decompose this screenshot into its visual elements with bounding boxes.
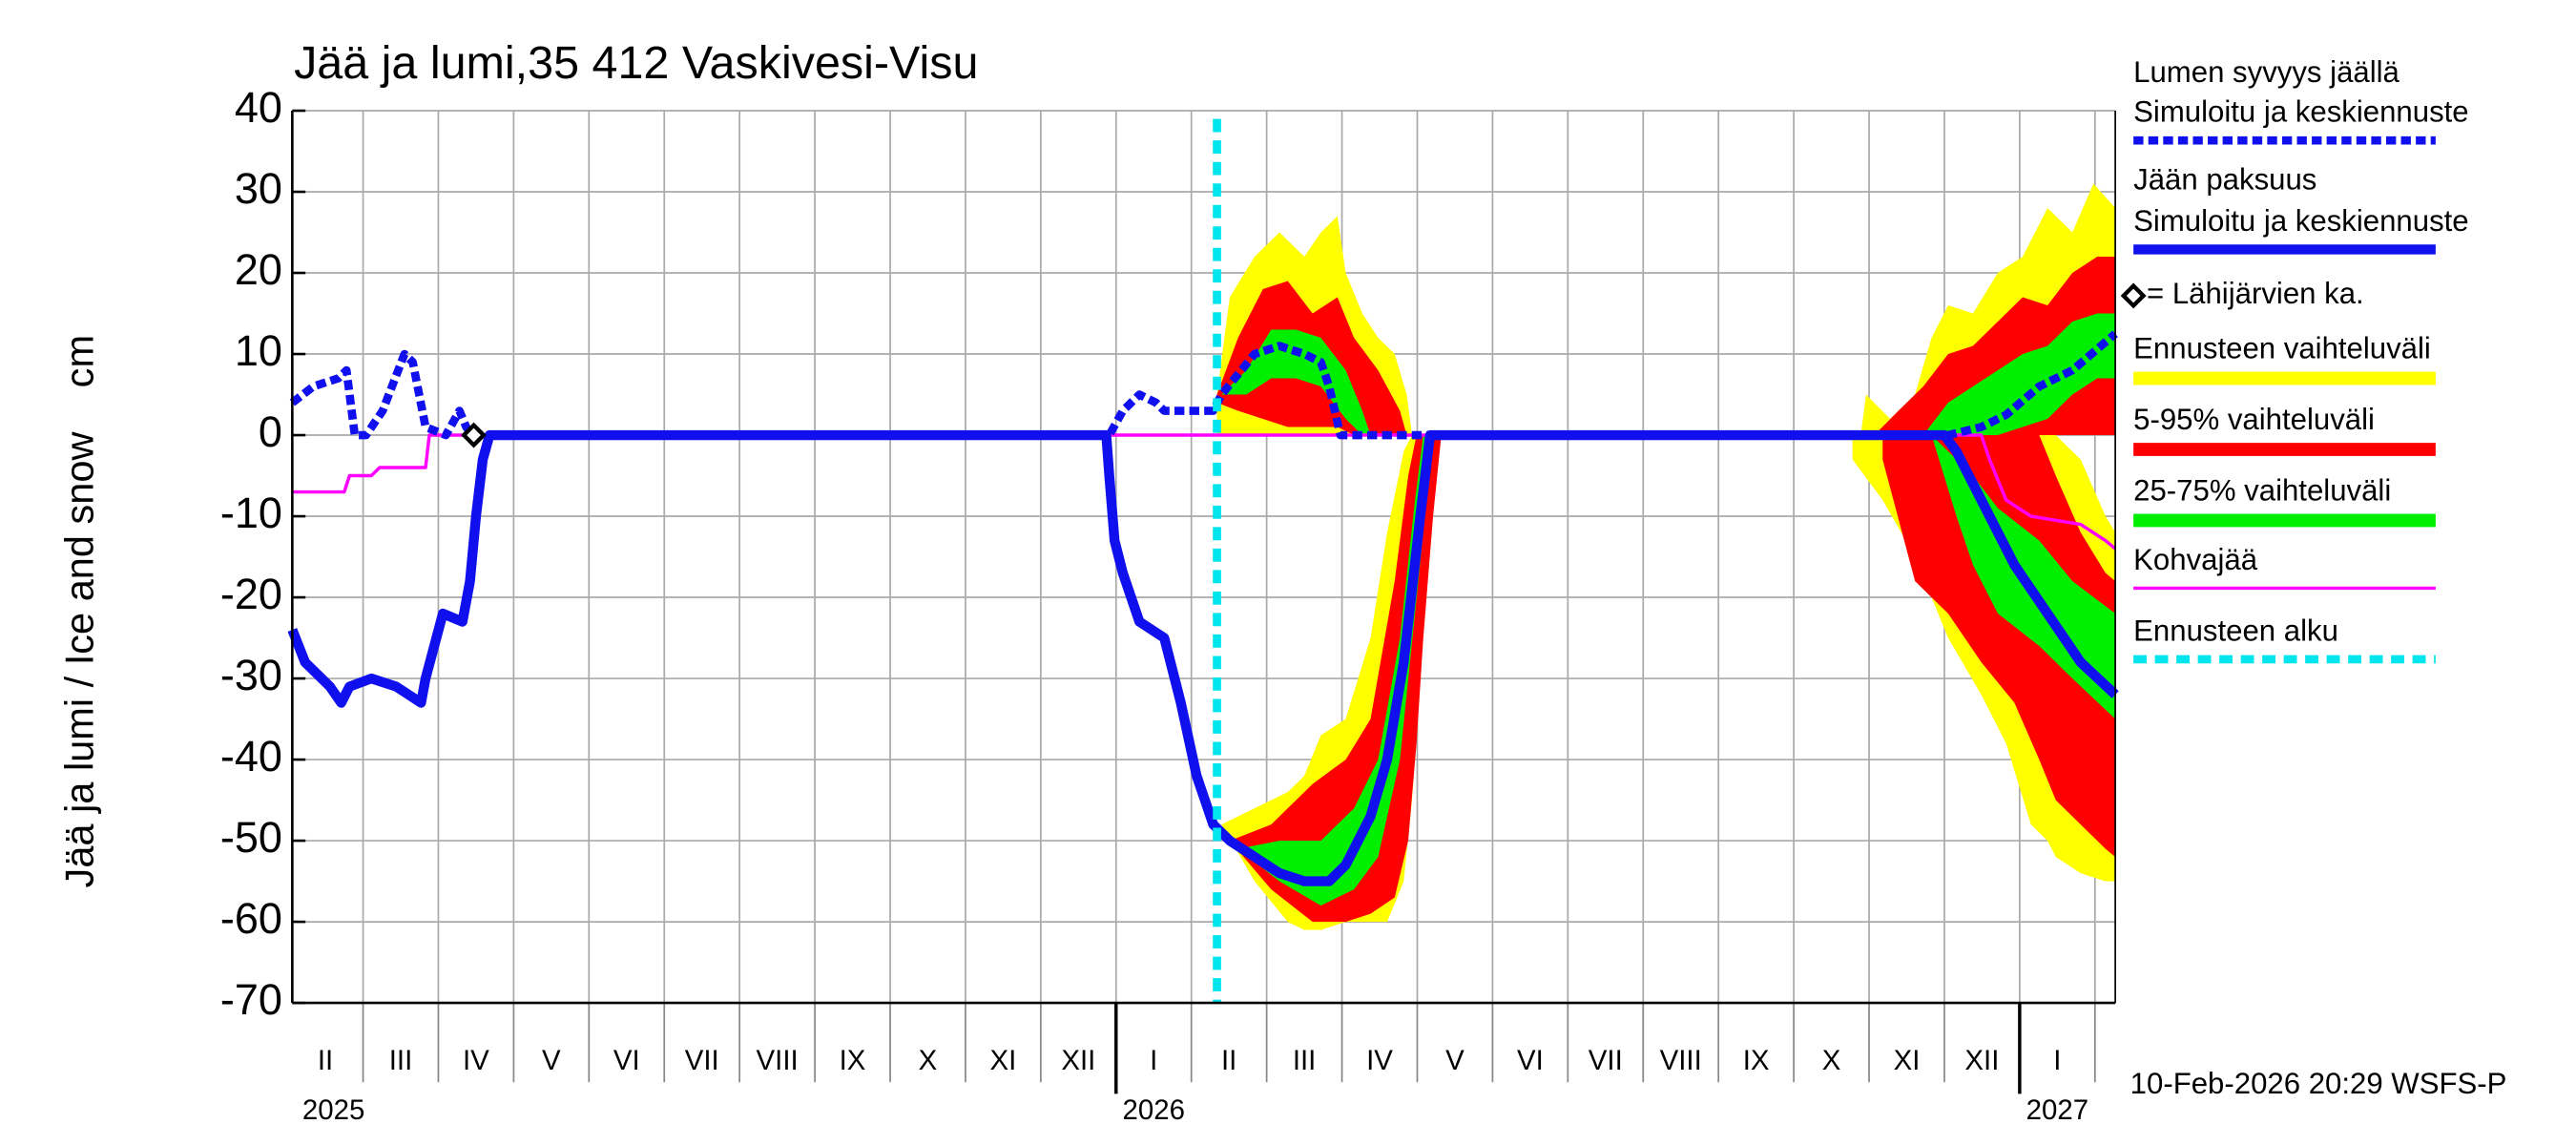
band	[1882, 435, 2116, 858]
month-label: IX	[840, 1045, 866, 1076]
year-label: 2027	[2026, 1094, 2088, 1126]
chart-title: Jää ja lumi,35 412 Vaskivesi-Visu	[294, 37, 978, 89]
month-label: VII	[685, 1045, 719, 1076]
month-label: XII	[1964, 1045, 1999, 1076]
y-tick-label: 30	[235, 164, 282, 213]
month-label: X	[1822, 1045, 1841, 1076]
legend-swatch	[2120, 282, 2147, 309]
series-line	[287, 429, 2119, 886]
month-label: I	[1150, 1045, 1157, 1076]
legend-label: 25-75% vaihteluväli	[2133, 473, 2391, 507]
month-label: V	[542, 1045, 561, 1076]
month-label: II	[1221, 1045, 1236, 1076]
y-tick-label: 0	[259, 407, 282, 456]
legend-label: Simuloitu ja keskiennuste	[2133, 204, 2468, 238]
y-tick-label: -60	[220, 894, 282, 943]
month-label: IX	[1743, 1045, 1770, 1076]
month-label: X	[919, 1045, 938, 1076]
y-tick-label: -10	[220, 489, 282, 537]
y-tick-label: 20	[235, 245, 282, 294]
month-label: VI	[1517, 1045, 1544, 1076]
month-label: XI	[1894, 1045, 1921, 1076]
y-tick-label: -70	[220, 975, 282, 1024]
legend-label: Lumen syvyys jäällä	[2133, 55, 2399, 89]
month-label: VIII	[1660, 1045, 1702, 1076]
series-line	[292, 433, 2117, 551]
series-line	[289, 330, 2118, 440]
legend-label: Ennusteen vaihteluväli	[2133, 331, 2431, 364]
month-label: VII	[1589, 1045, 1623, 1076]
month-label: II	[318, 1045, 333, 1076]
legend-label: Ennusteen alku	[2133, 614, 2338, 647]
month-label: IV	[1366, 1045, 1393, 1076]
y-tick-label: -30	[220, 651, 282, 699]
month-label: I	[2053, 1045, 2061, 1076]
footer: 10-Feb-2026 20:29 WSFS-P	[2130, 1067, 2507, 1100]
y-tick-label: -20	[220, 570, 282, 618]
legend-label: Simuloitu ja keskiennuste	[2133, 95, 2468, 129]
month-label: III	[389, 1045, 413, 1076]
band	[1922, 313, 2116, 436]
legend-label: 5-95% vaihteluväli	[2133, 403, 2375, 436]
band	[1237, 435, 1434, 906]
month-label: VI	[613, 1045, 640, 1076]
legend-label: Kohvajää	[2133, 543, 2258, 576]
month-label: IV	[463, 1045, 489, 1076]
month-label: XI	[989, 1045, 1016, 1076]
y-tick-label: 40	[235, 83, 282, 132]
y-tick-label: -40	[220, 732, 282, 781]
month-label: VIII	[757, 1045, 799, 1076]
legend-label: = Lähijärvien ka.	[2147, 277, 2364, 310]
legend-label: Jään paksuus	[2133, 163, 2316, 197]
month-label: V	[1445, 1045, 1465, 1076]
reference-marker	[461, 422, 487, 448]
year-label: 2026	[1123, 1094, 1185, 1126]
month-label: III	[1293, 1045, 1317, 1076]
y-tick-label: 10	[235, 326, 282, 375]
y-axis-label: Jää ja lumi / Ice and snow cm	[57, 335, 102, 888]
month-label: XII	[1061, 1045, 1095, 1076]
y-tick-label: -50	[220, 813, 282, 862]
year-label: 2025	[302, 1094, 364, 1126]
